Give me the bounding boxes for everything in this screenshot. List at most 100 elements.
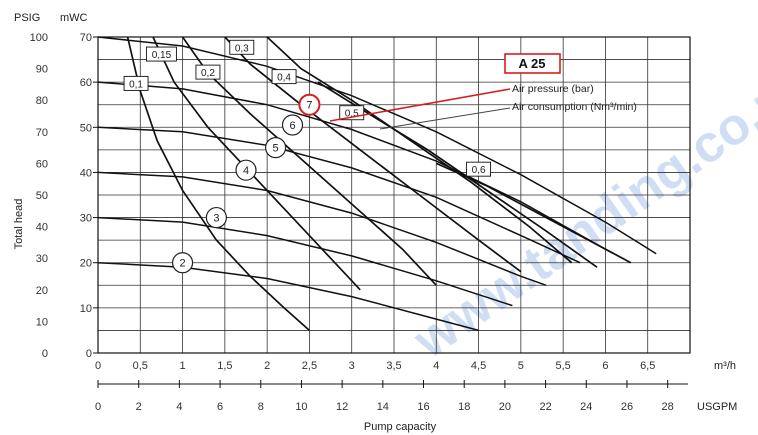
pressure-marker-circle: [265, 137, 287, 159]
psig-tick-label: 80: [36, 95, 48, 107]
psig-tick-label: 50: [36, 190, 48, 202]
air-consumption-label-box: [229, 39, 255, 55]
pressure-marker-circle: [205, 206, 227, 229]
mwc-tick-label: 50: [80, 122, 92, 134]
x-axis-title: Pump capacity: [364, 421, 437, 433]
usgpm-tick-label: 22: [539, 401, 551, 413]
usgpm-tick-label: 6: [217, 401, 223, 413]
m3h-tick-label: 1,5: [217, 360, 232, 372]
usgpm-tick-label: 10: [295, 401, 307, 413]
x-unit-usgpm: USGPM: [697, 401, 737, 413]
pressure-marker-circle: [281, 114, 304, 136]
pressure-marker-label: 3: [213, 213, 219, 225]
m3h-tick-label: 0,5: [133, 360, 148, 372]
m3h-tick-label: 6: [602, 360, 608, 372]
air-pressure-curve: [97, 36, 657, 255]
legend-leader-consumption: [379, 107, 511, 130]
usgpm-tick-label: 8: [258, 401, 264, 413]
m3h-tick-label: 3,5: [386, 360, 401, 372]
plot-frame: [97, 36, 691, 354]
mwc-tick-label: 60: [80, 77, 92, 89]
m3h-tick-label: 2: [264, 360, 270, 372]
psig-unit-label: PSIG: [14, 12, 40, 24]
usgpm-tick-label: 26: [621, 401, 633, 413]
legend-model-box: [504, 53, 561, 74]
legend-model-label: A 25: [519, 56, 546, 71]
mwc-tick-label: 40: [80, 167, 92, 179]
m3h-tick-label: 6,5: [640, 360, 655, 372]
m3h-tick-label: 5: [518, 360, 524, 372]
usgpm-tick-label: 16: [417, 401, 429, 413]
grid-lines: [97, 36, 691, 354]
air-consumption-label-box: [123, 75, 149, 91]
psig-tick-label: 10: [36, 316, 48, 328]
usgpm-tick-label: 28: [662, 401, 674, 413]
air-consumption-label-box: [145, 46, 177, 62]
air-consumption-label-box: [271, 69, 297, 85]
air-consumption-label: 0,2: [201, 68, 215, 79]
pressure-marker-circle: [298, 93, 321, 116]
m3h-tick-label: 3: [349, 360, 355, 372]
air-consumption-label-box: [195, 64, 221, 80]
usgpm-tick-label: 12: [336, 401, 348, 413]
usgpm-tick-label: 18: [458, 401, 470, 413]
x-unit-m3h: m³/h: [714, 360, 736, 372]
pressure-marker-label: 2: [180, 258, 186, 270]
air-consumption-label: 0,15: [152, 50, 172, 61]
mwc-unit-label: mWC: [60, 12, 88, 24]
m3h-tick-label: 1: [180, 360, 186, 372]
usgpm-tick-label: 4: [176, 401, 182, 413]
performance-curves: 0,1 0,15 0,2 0,3 0,4 0,5 0,6: [97, 36, 657, 332]
y-axis-title: Total head: [13, 199, 25, 250]
pressure-marker-label: 4: [243, 165, 249, 177]
mwc-tick-label: 0: [86, 348, 92, 360]
pressure-marker-label: 7: [306, 100, 312, 112]
legend-leader-pressure: [329, 88, 511, 122]
usgpm-tick-label: 20: [499, 401, 511, 413]
usgpm-tick-label: 14: [377, 401, 389, 413]
pressure-markers: 2 3 4 567: [171, 93, 321, 274]
watermark-text: www.tanding.co.uk: [403, 52, 758, 371]
mwc-tick-label: 70: [80, 32, 92, 44]
air-pressure-curve: [97, 171, 547, 287]
legend-air-pressure: Air pressure (bar): [512, 83, 594, 95]
mwc-tick-label: 30: [80, 213, 92, 225]
psig-tick-label: 70: [36, 127, 48, 139]
psig-tick-label: 40: [36, 222, 48, 234]
usgpm-tick-label: 0: [95, 401, 101, 413]
watermark: www.tanding.co.uk: [403, 52, 758, 371]
psig-tick-label: 90: [36, 64, 48, 76]
psig-tick-label: 60: [36, 158, 48, 170]
m3h-tick-label: 0: [95, 360, 101, 372]
air-consumption-curve: [224, 36, 522, 273]
pressure-marker-circle: [235, 159, 257, 181]
pressure-marker-label: 6: [289, 120, 295, 132]
air-consumption-label-box: [466, 161, 492, 177]
air-consumption-curve: [126, 36, 310, 332]
m3h-tick-label: 5,5: [555, 360, 570, 372]
air-consumption-label: 0,6: [472, 165, 486, 176]
m3h-tick-label: 2,5: [302, 360, 317, 372]
m3h-tick-label: 4: [433, 360, 439, 372]
psig-tick-label: 20: [36, 285, 48, 297]
air-consumption-curve: [152, 36, 361, 291]
air-pressure-curve: [97, 216, 513, 307]
mwc-tick-label: 10: [80, 303, 92, 315]
usgpm-tick-label: 24: [580, 401, 592, 413]
usgpm-tick-label: 2: [136, 401, 142, 413]
psig-tick-label: 0: [42, 348, 48, 360]
legend-callout: A 25 Air pressure (bar) Air consumption …: [329, 53, 637, 130]
air-pressure-curve: [97, 261, 479, 332]
air-consumption-label: 0,3: [235, 43, 249, 54]
air-consumption-label: 0,5: [345, 109, 359, 120]
pressure-marker-circle: [171, 252, 194, 274]
psig-tick-label: 100: [30, 32, 48, 44]
mwc-tick-label: 20: [80, 258, 92, 270]
air-consumption-label: 0,4: [277, 73, 291, 84]
pressure-marker-label: 5: [273, 143, 279, 155]
psig-tick-label: 30: [36, 253, 48, 265]
air-pressure-curve: [97, 81, 615, 255]
legend-air-consumption: Air consumption (Nm³/min): [512, 101, 637, 113]
